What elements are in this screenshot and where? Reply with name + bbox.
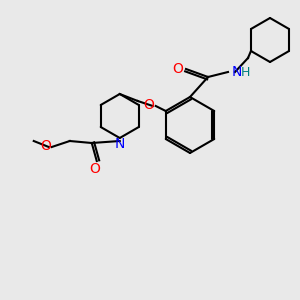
Text: O: O: [172, 62, 183, 76]
Text: O: O: [40, 139, 51, 153]
Text: H: H: [241, 67, 250, 80]
Text: N: N: [115, 137, 125, 151]
Text: N: N: [232, 65, 242, 79]
Text: O: O: [143, 98, 154, 112]
Text: O: O: [89, 162, 100, 176]
